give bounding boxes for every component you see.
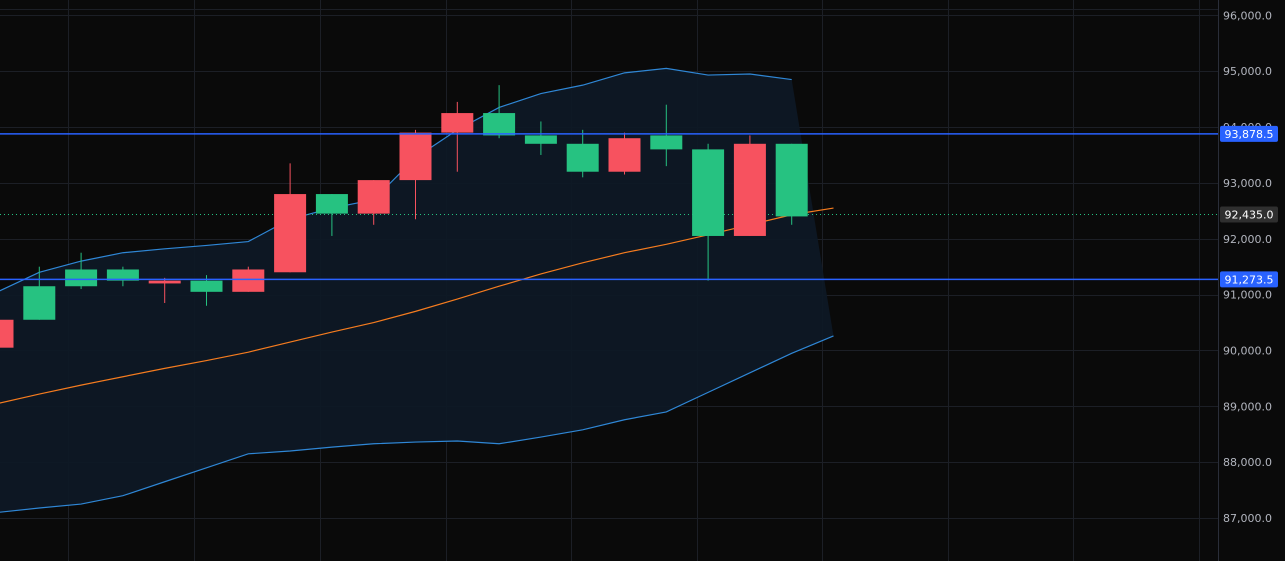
bollinger-band-fill — [0, 68, 834, 513]
candle-body — [524, 135, 557, 144]
candle-body — [106, 269, 139, 281]
candle-body — [65, 269, 98, 287]
price-axis-tick-label: 96,000.0 — [1223, 9, 1272, 22]
candle[interactable] — [315, 194, 348, 236]
candle[interactable] — [733, 135, 766, 236]
hline-price-tag-label: 93,878.5 — [1225, 128, 1274, 141]
last-price-tag-label: 92,435.0 — [1225, 208, 1274, 221]
candle-body — [148, 280, 181, 284]
candle[interactable] — [483, 85, 516, 139]
indicator-lines — [0, 67, 1218, 513]
hline-price-tag: 93,878.5 — [1220, 125, 1278, 142]
upper-band-line — [0, 67, 792, 292]
price-tags: 93,878.5 91,273.5 92,435.0 — [1220, 125, 1278, 288]
candle[interactable] — [524, 121, 557, 155]
candle-body — [566, 143, 599, 172]
candle-body — [692, 149, 725, 236]
candle[interactable] — [190, 275, 223, 306]
last-price-tag-bg — [1220, 206, 1278, 223]
candle-body — [23, 286, 56, 320]
candle[interactable] — [650, 104, 683, 167]
price-axis-tick-label: 93,000.0 — [1223, 177, 1272, 190]
horizontal-price-lines[interactable] — [0, 133, 1218, 281]
candles[interactable] — [0, 85, 808, 348]
candle[interactable] — [106, 266, 139, 287]
price-axis-tick-label: 90,000.0 — [1223, 344, 1272, 357]
price-axis-tick-label: 91,000.0 — [1223, 289, 1272, 302]
price-axis-tick-label: 92,000.0 — [1223, 233, 1272, 246]
candle[interactable] — [775, 143, 808, 225]
candle[interactable] — [399, 129, 432, 220]
candle-body — [650, 135, 683, 150]
candle[interactable] — [608, 132, 641, 175]
candle-body — [441, 113, 474, 133]
price-axis-tick-label: 87,000.0 — [1223, 512, 1272, 525]
candle[interactable] — [441, 101, 474, 172]
last-price-tag: 92,435.0 — [1220, 206, 1278, 223]
candle-body — [0, 319, 14, 348]
candle-body — [775, 143, 808, 217]
price-axis-tick-label: 89,000.0 — [1223, 400, 1272, 413]
hline-price-tag: 91,273.5 — [1220, 271, 1278, 288]
bollinger-band-area — [0, 68, 834, 513]
candle-body — [608, 138, 641, 172]
candle[interactable] — [65, 252, 98, 290]
hline-price-tag-bg — [1220, 125, 1278, 142]
candle[interactable] — [692, 143, 725, 281]
candle[interactable] — [0, 319, 14, 348]
candle-body — [232, 269, 265, 292]
candle[interactable] — [566, 129, 599, 178]
hline-price-tag-label: 91,273.5 — [1225, 273, 1274, 286]
candle[interactable] — [23, 266, 56, 320]
lower-band-line — [0, 335, 834, 513]
candle-body — [733, 143, 766, 236]
candle-body — [190, 280, 223, 292]
middle-band-line — [0, 207, 834, 404]
candle[interactable] — [274, 163, 307, 273]
candle-body — [399, 132, 432, 181]
price-axis-tick-label: 88,000.0 — [1223, 456, 1272, 469]
price-axis-tick-label: 95,000.0 — [1223, 65, 1272, 78]
candle[interactable] — [148, 277, 181, 303]
candle-body — [315, 194, 348, 214]
candle-body — [357, 180, 390, 214]
candle[interactable] — [357, 180, 390, 225]
candle-body — [274, 194, 307, 273]
candle-body — [483, 113, 516, 136]
hline-price-tag-bg — [1220, 271, 1278, 288]
